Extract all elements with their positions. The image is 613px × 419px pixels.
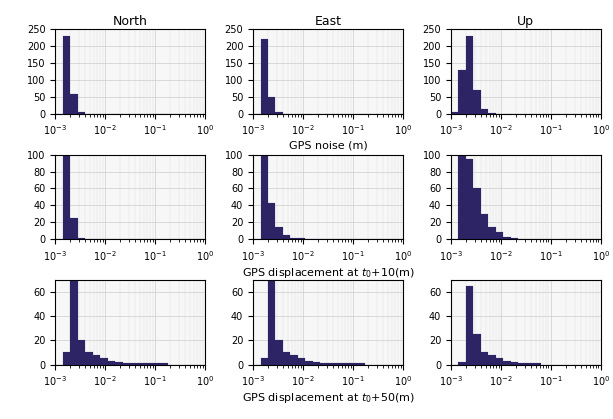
Bar <box>298 359 305 365</box>
Bar <box>70 94 78 114</box>
Bar <box>275 227 283 239</box>
Bar <box>283 352 291 365</box>
Bar <box>321 363 328 365</box>
Bar <box>466 36 473 114</box>
Bar <box>481 109 489 114</box>
Bar <box>519 363 526 365</box>
Bar <box>451 112 459 114</box>
Bar <box>78 340 85 365</box>
Title: North: North <box>113 15 148 28</box>
Bar <box>93 355 100 365</box>
Bar <box>268 280 275 365</box>
Bar <box>291 355 298 365</box>
Bar <box>496 233 503 239</box>
Bar <box>130 363 137 365</box>
Bar <box>63 36 70 114</box>
Bar <box>496 359 503 365</box>
Bar <box>70 280 78 365</box>
Bar <box>153 363 160 365</box>
X-axis label: GPS displacement at $t_0$+50(m): GPS displacement at $t_0$+50(m) <box>242 391 414 405</box>
Bar <box>283 235 291 239</box>
Bar <box>533 363 541 365</box>
Bar <box>358 363 365 365</box>
Bar <box>503 237 511 239</box>
Bar <box>291 238 298 239</box>
Bar <box>459 155 466 239</box>
Bar <box>261 39 268 114</box>
Bar <box>108 361 115 365</box>
Bar <box>85 352 93 365</box>
Bar <box>526 363 533 365</box>
Bar <box>63 155 70 239</box>
Bar <box>137 363 145 365</box>
Bar <box>459 362 466 365</box>
Bar <box>473 334 481 365</box>
Bar <box>466 286 473 365</box>
Bar <box>313 362 321 365</box>
Bar <box>481 352 489 365</box>
Bar <box>466 159 473 239</box>
X-axis label: GPS noise (m): GPS noise (m) <box>289 140 367 150</box>
Bar <box>268 203 275 239</box>
Bar <box>275 340 283 365</box>
Bar <box>473 189 481 239</box>
Bar <box>63 352 70 365</box>
Bar <box>489 113 496 114</box>
Bar <box>261 359 268 365</box>
Bar <box>503 361 511 365</box>
Bar <box>123 363 130 365</box>
Bar <box>298 238 305 239</box>
Bar <box>70 218 78 239</box>
Bar <box>78 238 85 239</box>
Title: East: East <box>314 15 341 28</box>
Bar <box>343 363 351 365</box>
Bar <box>145 363 153 365</box>
Bar <box>481 214 489 239</box>
Bar <box>351 363 358 365</box>
Bar <box>511 362 519 365</box>
Bar <box>511 238 519 239</box>
Bar <box>335 363 343 365</box>
Bar <box>261 155 268 239</box>
Bar <box>100 359 108 365</box>
Bar <box>489 227 496 239</box>
Title: Up: Up <box>517 15 535 28</box>
Bar <box>78 112 85 114</box>
Bar <box>489 355 496 365</box>
Bar <box>268 97 275 114</box>
Bar <box>459 70 466 114</box>
Bar <box>275 112 283 114</box>
Bar <box>305 361 313 365</box>
Bar <box>473 90 481 114</box>
Bar <box>115 362 123 365</box>
Bar <box>328 363 335 365</box>
Bar <box>160 363 167 365</box>
X-axis label: GPS displacement at $t_0$+10(m): GPS displacement at $t_0$+10(m) <box>242 266 414 279</box>
